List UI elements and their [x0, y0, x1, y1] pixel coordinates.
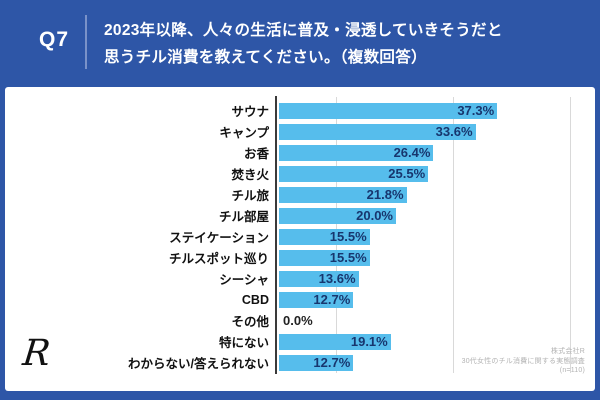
- source-survey-title: 30代女性のチル消費に関する実態調査: [461, 357, 585, 365]
- source-company: 株式会社R: [550, 348, 585, 355]
- bar: 37.3%: [279, 102, 498, 119]
- bar-track: 20.0%: [279, 207, 595, 224]
- value-label: 15.5%: [329, 229, 367, 244]
- value-label: 37.3%: [457, 103, 495, 118]
- category-label: その他: [231, 315, 269, 329]
- value-label: 33.6%: [435, 124, 473, 139]
- bar-track: 15.5%: [279, 228, 595, 245]
- value-label: 25.5%: [388, 166, 426, 181]
- gridline-50pct: [569, 97, 571, 373]
- bar-row: チル部屋 20.0%: [5, 205, 595, 226]
- bar-track: 0.0%: [279, 313, 595, 329]
- company-logo: R: [20, 333, 53, 374]
- category-label: チル旅: [231, 189, 269, 203]
- bar-row: わからない/答えられない 12.7%: [5, 352, 595, 373]
- category-label: 特にない: [218, 336, 269, 350]
- bar-row: チルスポット巡り 15.5%: [5, 247, 595, 268]
- category-label: サウナ: [231, 105, 269, 119]
- bar-track: 13.6%: [279, 270, 595, 287]
- header-divider: [85, 15, 87, 69]
- value-label: 15.5%: [329, 250, 367, 265]
- bar-track: 26.4%: [279, 144, 595, 161]
- bar-row: キャンプ 33.6%: [5, 121, 595, 142]
- bar-row: お香 26.4%: [5, 142, 595, 163]
- bar-row: その他 0.0%: [5, 310, 595, 331]
- category-label: キャンプ: [219, 126, 269, 140]
- bar-track: 25.5%: [279, 165, 595, 182]
- bar-row: サウナ 37.3%: [5, 100, 595, 121]
- bar-track: 21.8%: [279, 186, 595, 203]
- category-label: シーシャ: [219, 273, 269, 287]
- value-label: 20.0%: [356, 208, 393, 223]
- value-label: 13.6%: [318, 271, 356, 286]
- bar: 33.6%: [279, 123, 476, 140]
- bar-row: 焚き火 25.5%: [5, 163, 595, 184]
- bar-row: ステイケーション 15.5%: [5, 226, 595, 247]
- bar-track: 12.7%: [279, 354, 595, 371]
- category-label: CBD: [241, 292, 269, 307]
- category-label: 焚き火: [231, 168, 269, 182]
- category-label: ステイケーション: [169, 231, 269, 245]
- question-number-badge: Q7: [38, 28, 69, 51]
- gridline-30pct: [452, 97, 454, 373]
- source-sample-size: (n=110): [559, 367, 585, 374]
- value-label: 12.7%: [313, 292, 351, 307]
- value-label: 19.1%: [350, 334, 388, 349]
- bar: 12.7%: [279, 291, 354, 308]
- bar: 15.5%: [279, 228, 370, 245]
- chart-panel: サウナ 37.3% キャンプ 33.6% お香 26.4% 焚き火 25.5% チル旅 21.8%…: [5, 87, 595, 391]
- question-text: 2023年以降、人々の生活に普及・浸透していきそうだと 思うチル消費を教えてくだ…: [104, 17, 503, 71]
- source-note: 株式会社R 30代女性のチル消費に関する実態調査 (n=110): [462, 347, 585, 376]
- bar-row: CBD 12.7%: [5, 289, 595, 310]
- bar-track: 15.5%: [279, 249, 595, 266]
- value-label: 12.7%: [313, 355, 351, 370]
- category-label: わからない/答えられない: [128, 357, 269, 371]
- bar: 20.0%: [279, 207, 396, 224]
- bar: 13.6%: [279, 270, 359, 287]
- value-label: 0.0%: [283, 313, 313, 328]
- question-text-line1: 2023年以降、人々の生活に普及・浸透していきそうだと: [104, 22, 503, 39]
- bar: 26.4%: [279, 144, 434, 161]
- bar: 15.5%: [279, 249, 370, 266]
- category-label: チルスポット巡り: [168, 252, 269, 266]
- bar-track: 12.7%: [279, 291, 595, 308]
- question-text-line2: 思うチル消費を教えてください。（複数回答）: [104, 49, 427, 66]
- category-label: お香: [243, 147, 269, 161]
- question-header: Q7 2023年以降、人々の生活に普及・浸透していきそうだと 思うチル消費を教え…: [0, 0, 600, 87]
- bar-row: 特にない 19.1%: [5, 331, 595, 352]
- bar-row: チル旅 21.8%: [5, 184, 595, 205]
- value-label: 21.8%: [366, 187, 404, 202]
- bar: 19.1%: [279, 333, 391, 350]
- bar-row: シーシャ 13.6%: [5, 268, 595, 289]
- bar: 21.8%: [279, 186, 407, 203]
- chart-axis-line: [275, 96, 277, 374]
- bar: 12.7%: [279, 354, 354, 371]
- bar-track: 33.6%: [279, 123, 595, 140]
- bar-chart: サウナ 37.3% キャンプ 33.6% お香 26.4% 焚き火 25.5% チル旅 21.8%…: [5, 100, 595, 373]
- bar-track: 19.1%: [279, 333, 595, 350]
- bar-track: 37.3%: [279, 102, 595, 119]
- category-label: チル部屋: [218, 210, 269, 224]
- value-label: 26.4%: [393, 145, 431, 160]
- bar: 25.5%: [279, 165, 429, 182]
